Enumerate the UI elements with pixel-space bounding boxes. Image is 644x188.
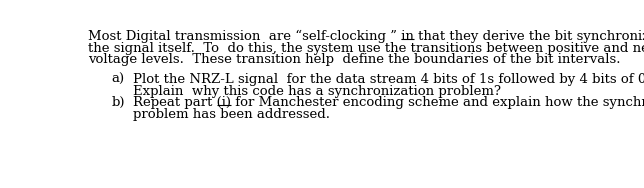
Text: Repeat part (i) for Manchester encoding scheme and explain how the synchronizati: Repeat part (i) for Manchester encoding … — [133, 96, 644, 109]
Text: Explain  why this code has a synchronization problem?: Explain why this code has a synchronizat… — [133, 85, 501, 98]
Text: problem has been addressed.: problem has been addressed. — [133, 108, 330, 121]
Text: b): b) — [111, 96, 125, 109]
Text: Plot the NRZ-L signal  for the data stream 4 bits of 1s followed by 4 bits of 0s: Plot the NRZ-L signal for the data strea… — [133, 73, 644, 86]
Text: a): a) — [111, 73, 125, 86]
Text: voltage levels.  These transition help  define the boundaries of the bit interva: voltage levels. These transition help de… — [88, 53, 621, 66]
Text: the signal itself.  To  do this, the system use the transitions between positive: the signal itself. To do this, the syste… — [88, 42, 644, 55]
Text: Most Digital transmission  are “self-clocking ” in that they derive the bit sync: Most Digital transmission are “self-cloc… — [88, 30, 644, 43]
